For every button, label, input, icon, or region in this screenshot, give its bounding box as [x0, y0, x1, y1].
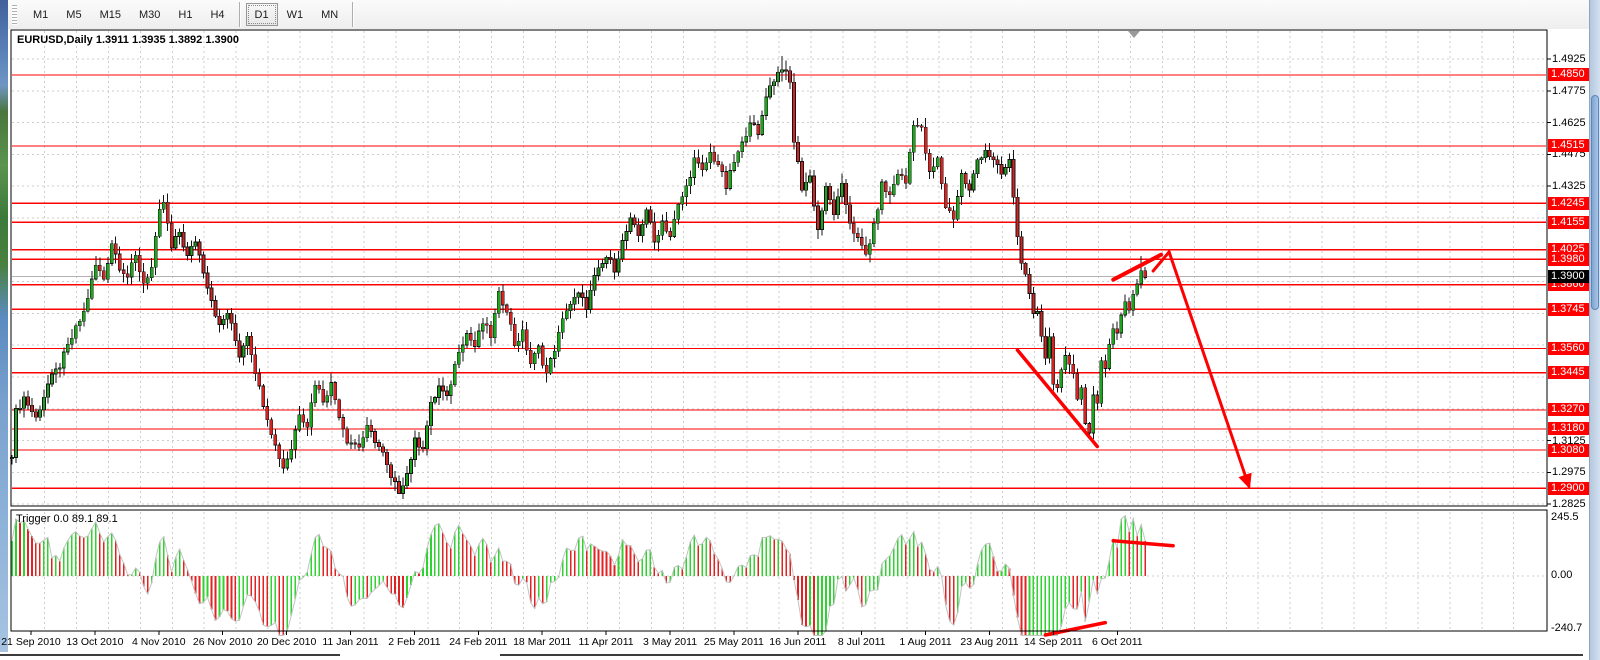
date-label: 26 Nov 2010 [192, 636, 253, 648]
osc-scale-zero: 0.00 [1551, 569, 1573, 581]
toolbar-separator [238, 2, 241, 27]
level-price-label: 1.4515 [1548, 139, 1595, 153]
date-label: 6 Oct 2011 [1092, 636, 1143, 648]
scrollbar-thumb[interactable] [1591, 95, 1599, 310]
bid-price-label: 1.3900 [1548, 269, 1595, 283]
chart-window[interactable] [8, 29, 1590, 660]
plot-frames [10, 29, 1551, 635]
toolbar-grip-handle[interactable] [12, 4, 17, 25]
level-price-label: 1.4245 [1548, 196, 1595, 210]
level-price-label: 1.3745 [1548, 302, 1595, 316]
toolbar-separator [352, 2, 355, 27]
date-label: 14 Sep 2011 [1024, 636, 1083, 648]
date-label: 11 Apr 2011 [578, 636, 634, 648]
timeframe-button-M1[interactable]: M1 [33, 8, 49, 21]
level-price-label: 1.3080 [1548, 443, 1595, 457]
gridlines [12, 31, 1546, 630]
date-label: 4 Nov 2010 [131, 636, 186, 648]
desktop-background-sliver [0, 0, 8, 660]
timeframe-button-M5[interactable]: M5 [66, 8, 82, 21]
date-label: 23 Aug 2011 [960, 636, 1019, 648]
level-price-label: 1.3180 [1548, 422, 1595, 436]
price-tick-label: 1.4925 [1552, 53, 1586, 65]
level-price-label: 1.2900 [1548, 481, 1595, 495]
date-label: 2 Feb 2011 [388, 636, 441, 648]
indicator-label: Trigger 0.0 89.1 89.1 [16, 513, 118, 525]
bottom-border-right [500, 654, 1583, 656]
level-price-label: 1.3270 [1548, 403, 1595, 417]
timeframes-toolbar: M1 M5 M15 M30 H1 H4 D1 W1 MN [8, 0, 1590, 30]
osc-scale-min: -240.7 [1551, 622, 1583, 634]
osc-scale-max: 245.5 [1551, 511, 1579, 523]
date-label: 18 Mar 2011 [513, 636, 572, 648]
date-label: 24 Feb 2011 [449, 636, 508, 648]
date-label: 3 May 2011 [642, 636, 698, 648]
vertical-scrollbar[interactable] [1589, 0, 1600, 660]
timeframe-button-M30[interactable]: M30 [138, 8, 161, 21]
timeframe-button-M15[interactable]: M15 [99, 8, 121, 21]
price-tick-label: 1.4625 [1552, 116, 1586, 129]
price-tick-label: 1.2975 [1552, 466, 1586, 479]
chart-shift-marker-icon[interactable] [1128, 31, 1140, 38]
trigger-histogram [11, 514, 1146, 637]
level-price-label: 1.3445 [1548, 366, 1595, 380]
price-tick-label: 1.4325 [1552, 180, 1586, 193]
date-label: 20 Dec 2010 [256, 636, 317, 648]
timeframe-button-D1[interactable]: D1 [245, 3, 278, 26]
bottom-border-left [0, 654, 340, 656]
date-label: 8 Jul 2011 [837, 636, 886, 648]
level-price-label: 1.3980 [1548, 252, 1595, 266]
date-label: 1 Aug 2011 [899, 636, 952, 648]
date-label: 16 Jun 2011 [769, 636, 827, 648]
level-price-label: 1.4850 [1548, 68, 1595, 82]
timeframe-button-H1[interactable]: H1 [178, 8, 193, 21]
timeframe-button-W1[interactable]: W1 [286, 8, 304, 21]
candlesticks [10, 55, 1148, 500]
date-label: 11 Jan 2011 [322, 636, 379, 648]
chart-title: EURUSD,Daily 1.3911 1.3935 1.3892 1.3900 [17, 34, 239, 46]
window-bottom-edge [0, 652, 1600, 660]
timeframe-button-MN[interactable]: MN [321, 8, 339, 21]
level-price-label: 1.4155 [1548, 215, 1595, 229]
date-label: 25 May 2011 [703, 636, 764, 648]
timeframe-button-H4[interactable]: H4 [210, 8, 225, 21]
level-price-label: 1.3560 [1548, 341, 1595, 355]
price-tick-label: 1.3125 [1552, 434, 1586, 447]
price-tick-label: 1.2825 [1552, 498, 1586, 511]
support-resistance-lines [12, 74, 1546, 489]
date-label: 13 Oct 2010 [66, 636, 124, 648]
trend-annotations [1015, 250, 1252, 637]
date-label: 21 Sep 2010 [1, 636, 61, 648]
price-tick-label: 1.4775 [1552, 84, 1586, 97]
